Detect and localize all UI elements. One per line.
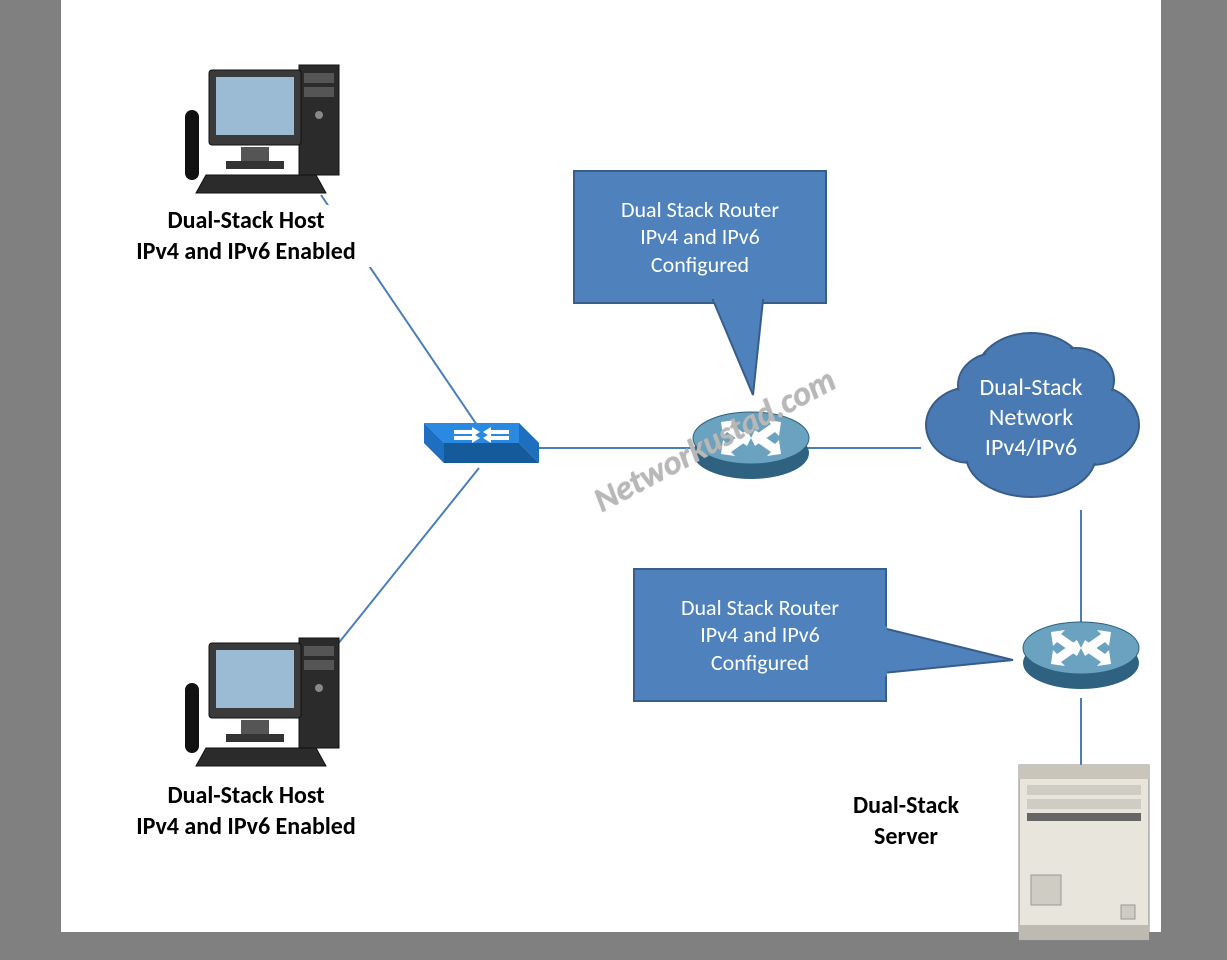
- cloud-label-line1: Dual-Stack: [901, 373, 1161, 403]
- host1-label-line2: IPv4 and IPv6 Enabled: [86, 236, 406, 267]
- diagram-outer: Dual-Stack Network IPv4/IPv6: [0, 0, 1227, 960]
- cloud-label-line2: Network: [901, 403, 1161, 433]
- server-label-line2: Server: [816, 821, 996, 852]
- host2-label: Dual-Stack Host IPv4 and IPv6 Enabled: [86, 780, 406, 842]
- callout1-line1: Dual Stack Router: [621, 196, 779, 224]
- host2-label-line1: Dual-Stack Host: [86, 780, 406, 811]
- callout2-line2: IPv4 and IPv6: [700, 621, 820, 649]
- server-label-line1: Dual-Stack: [816, 790, 996, 821]
- host1-label: Dual-Stack Host IPv4 and IPv6 Enabled: [86, 205, 406, 267]
- diagram-canvas: Dual-Stack Network IPv4/IPv6: [61, 0, 1161, 932]
- cloud-label-line3: IPv4/IPv6: [901, 433, 1161, 463]
- callout2-line1: Dual Stack Router: [681, 594, 839, 622]
- callout1-line3: Configured: [651, 251, 749, 279]
- host1-label-line1: Dual-Stack Host: [86, 205, 406, 236]
- host2-label-line2: IPv4 and IPv6 Enabled: [86, 811, 406, 842]
- server-label: Dual-Stack Server: [816, 790, 996, 852]
- callout2-line3: Configured: [711, 649, 809, 677]
- callout1-line2: IPv4 and IPv6: [640, 223, 760, 251]
